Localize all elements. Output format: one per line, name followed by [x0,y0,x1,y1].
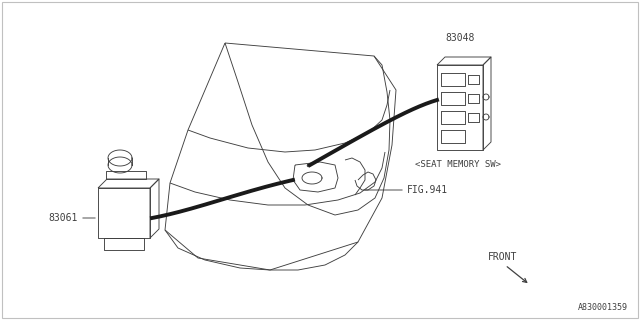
Text: 83048: 83048 [445,33,475,43]
Text: FIG.941: FIG.941 [407,185,448,195]
Text: FRONT: FRONT [488,252,517,262]
Text: <SEAT MEMORY SW>: <SEAT MEMORY SW> [415,160,501,169]
Text: 83061: 83061 [49,213,78,223]
Text: A830001359: A830001359 [578,303,628,312]
